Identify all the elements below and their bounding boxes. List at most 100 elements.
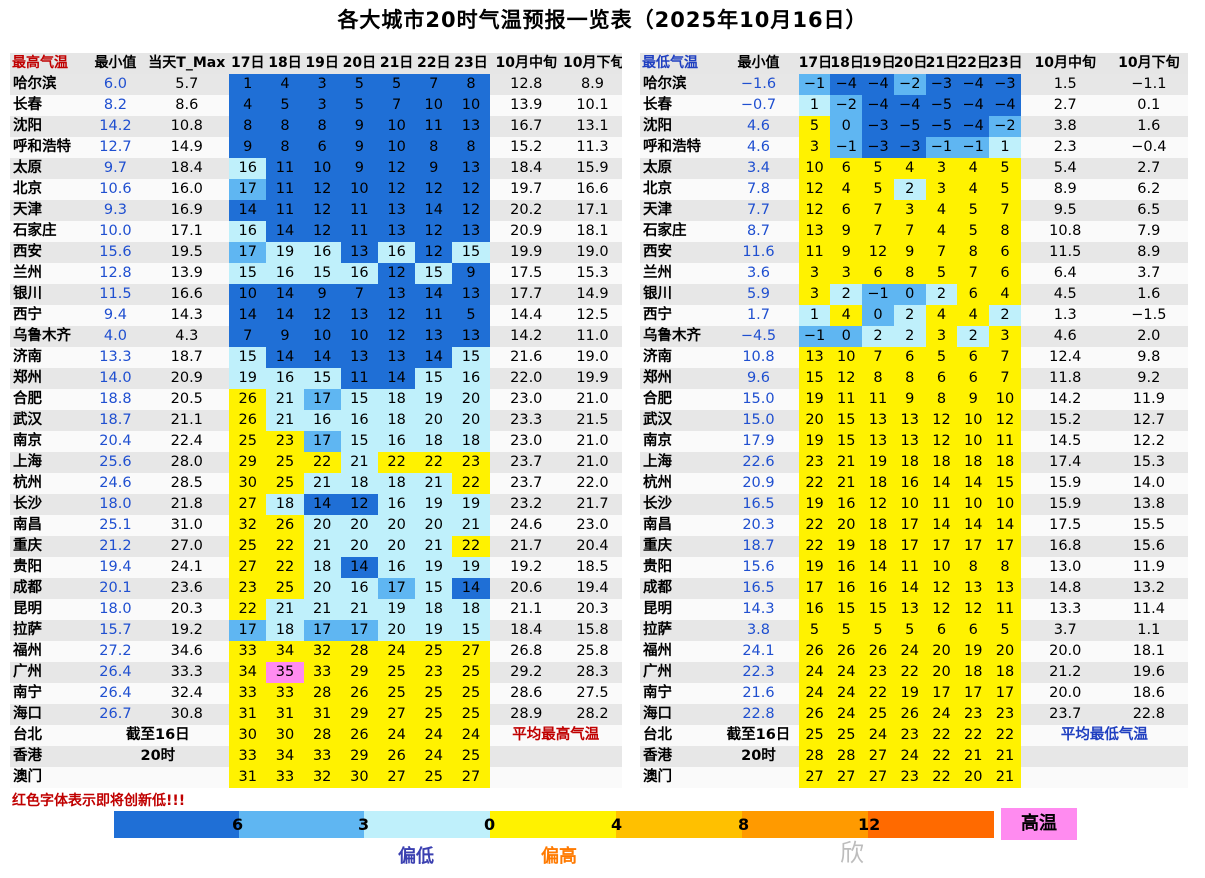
min-table-row: 郑州 9.6 15 12 8 8 6 6 7 11.8 9.2: [640, 368, 1188, 389]
min-table-row: 南京 17.9 19 15 13 13 12 10 11 14.5 12.2: [640, 431, 1188, 452]
min-forecast-cell: 26: [893, 704, 926, 725]
min-late-oct: 1.6: [1109, 284, 1188, 305]
max-mid-oct: 19.7: [489, 179, 563, 200]
max-header-row: 最高气温 最小值 当天T_Max 17日 18日 19日 20日 21日 22日 23日 10月中旬…: [10, 53, 622, 74]
min-forecast-cell: 18: [862, 473, 894, 494]
min-forecast-cell: 23: [957, 704, 990, 725]
min-forecast-cell: 1: [989, 137, 1021, 158]
max-forecast-cell: 16: [303, 242, 341, 263]
min-mid-oct: 10.8: [1020, 221, 1110, 242]
max-forecast-cell: 9: [340, 116, 378, 137]
min-city-name: 重庆: [640, 536, 719, 557]
min-forecast-cell: 8: [957, 242, 990, 263]
max-forecast-cell: 30: [229, 473, 267, 494]
min-city-name: 香港: [640, 746, 719, 767]
min-late-oct: 0.1: [1109, 95, 1188, 116]
min-forecast-cell: 24: [798, 683, 831, 704]
max-forecast-cell: 9: [415, 158, 453, 179]
min-forecast-cell: −3: [862, 116, 894, 137]
min-forecast-cell: 3: [798, 284, 831, 305]
min-forecast-cell: −1: [957, 137, 990, 158]
max-today-value: 32.4: [144, 683, 230, 704]
min-forecast-cell: 4: [830, 179, 863, 200]
max-forecast-cell: 6: [303, 137, 341, 158]
min-forecast-cell: 12: [862, 494, 894, 515]
max-forecast-cell: 29: [340, 662, 378, 683]
min-forecast-cell: 3: [893, 200, 926, 221]
max-forecast-cell: 33: [266, 683, 304, 704]
min-forecast-cell: −4: [957, 74, 990, 95]
min-mid-oct: 3.8: [1020, 116, 1110, 137]
min-city-name: 沈阳: [640, 116, 719, 137]
max-forecast-cell: 13: [415, 326, 453, 347]
max-forecast-cell: 11: [266, 179, 304, 200]
min-mid-oct: 23.7: [1020, 704, 1110, 725]
max-min-value: 18.7: [86, 410, 145, 431]
min-city-name: 广州: [640, 662, 719, 683]
min-forecast-cell: 26: [798, 704, 831, 725]
max-city-name: 重庆: [10, 536, 87, 557]
min-city-name: 武汉: [640, 410, 719, 431]
max-mid-oct: 12.8: [489, 74, 563, 95]
min-forecast-cell: 23: [798, 452, 831, 473]
max-late-oct: [562, 767, 622, 788]
min-forecast-cell: 12: [925, 578, 958, 599]
min-forecast-cell: 24: [893, 641, 926, 662]
max-header-cell: 18日: [266, 53, 304, 74]
max-forecast-cell: 15: [415, 263, 453, 284]
legend-seg-orange: [742, 811, 868, 838]
min-forecast-cell: 24: [798, 662, 831, 683]
max-forecast-cell: 33: [266, 767, 304, 788]
max-header-cell: 最小值: [86, 53, 145, 74]
min-forecast-cell: −4: [957, 95, 990, 116]
min-forecast-cell: 6: [925, 620, 958, 641]
min-forecast-cell: 12: [957, 599, 990, 620]
min-forecast-cell: 24: [830, 704, 863, 725]
max-table-row: 成都 20.1 23.6 23 25 20 16 17 15 14 20.6 19.4: [10, 578, 622, 599]
min-min-value: 11.6: [718, 242, 799, 263]
max-mid-oct: 29.2: [489, 662, 563, 683]
max-header-cell: 10月下旬: [562, 53, 622, 74]
max-forecast-cell: 12: [303, 200, 341, 221]
min-forecast-cell: 21: [830, 473, 863, 494]
min-forecast-cell: 19: [893, 683, 926, 704]
max-city-name: 拉萨: [10, 620, 87, 641]
max-mid-oct: 24.6: [489, 515, 563, 536]
min-min-value: 14.3: [718, 599, 799, 620]
max-forecast-cell: 10: [377, 137, 416, 158]
min-mid-oct: 14.2: [1020, 389, 1110, 410]
max-city-name: 杭州: [10, 473, 87, 494]
min-table-row: 北京 7.8 12 4 5 2 3 4 5 8.9 6.2: [640, 179, 1188, 200]
max-min-value: 24.6: [86, 473, 145, 494]
max-min-value: 15.7: [86, 620, 145, 641]
max-forecast-cell: 27: [377, 767, 416, 788]
min-forecast-cell: 23: [893, 767, 926, 788]
max-city-name: 郑州: [10, 368, 87, 389]
max-city-name: 北京: [10, 179, 87, 200]
max-min-value: 6.0: [86, 74, 145, 95]
min-forecast-cell: 2: [925, 284, 958, 305]
min-table-row: 海口 22.8 26 24 25 26 24 23 23 23.7 22.8: [640, 704, 1188, 725]
max-forecast-cell: 22: [377, 452, 416, 473]
max-mid-oct: 23.0: [489, 431, 563, 452]
max-today-value: 16.0: [144, 179, 230, 200]
min-forecast-cell: 25: [830, 725, 863, 746]
max-forecast-cell: 8: [452, 74, 490, 95]
min-city-name: 哈尔滨: [640, 74, 719, 95]
min-forecast-cell: 18: [925, 452, 958, 473]
max-late-oct: 21.5: [562, 410, 622, 431]
max-forecast-cell: 33: [229, 746, 267, 767]
max-mid-oct: 23.7: [489, 452, 563, 473]
max-forecast-cell: 34: [229, 662, 267, 683]
max-city-name: 石家庄: [10, 221, 87, 242]
min-forecast-cell: 11: [989, 599, 1021, 620]
min-late-oct: [1109, 767, 1188, 788]
max-late-oct: 20.4: [562, 536, 622, 557]
max-table-row: 长春 8.2 8.6 4 5 3 5 7 10 10 13.9 10.1: [10, 95, 622, 116]
max-forecast-cell: 33: [303, 746, 341, 767]
min-min-value: 15.0: [718, 410, 799, 431]
min-min-value: 5.9: [718, 284, 799, 305]
max-today-value: 8.6: [144, 95, 230, 116]
max-forecast-cell: 33: [303, 662, 341, 683]
max-late-oct: 21.7: [562, 494, 622, 515]
